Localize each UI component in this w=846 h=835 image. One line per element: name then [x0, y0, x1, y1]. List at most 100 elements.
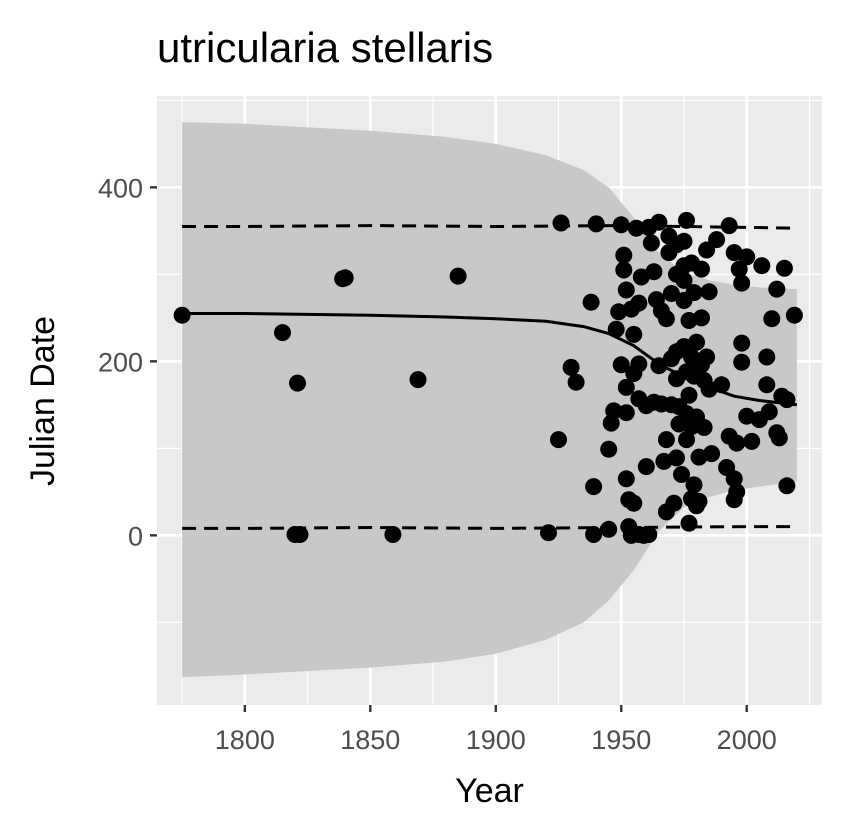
data-point: [785, 306, 803, 324]
y-tick-label: 0: [128, 521, 143, 551]
data-point: [675, 232, 693, 250]
data-point: [540, 524, 557, 542]
data-point: [680, 386, 698, 404]
data-point: [607, 320, 625, 338]
data-point: [738, 248, 756, 266]
data-point: [562, 358, 580, 376]
x-axis-title: Year: [455, 772, 524, 810]
data-point: [758, 376, 776, 394]
data-point: [665, 494, 683, 512]
data-point: [617, 404, 635, 422]
data-point: [763, 310, 781, 328]
data-point: [274, 324, 291, 342]
data-point: [617, 378, 635, 396]
data-point: [657, 431, 675, 449]
y-axis-title: Julian Date: [24, 316, 62, 486]
data-point: [336, 269, 354, 287]
data-point: [673, 466, 690, 483]
data-point: [713, 376, 731, 394]
data-point: [662, 285, 680, 302]
data-point: [733, 334, 751, 352]
data-point: [625, 325, 643, 343]
data-point: [650, 213, 668, 231]
data-point: [600, 520, 618, 538]
data-point: [449, 267, 467, 285]
data-point: [552, 214, 570, 232]
x-tick-label: 1950: [591, 725, 651, 755]
data-point: [384, 526, 402, 543]
data-point: [753, 257, 771, 275]
data-point: [690, 492, 708, 510]
x-tick-label: 2000: [717, 725, 777, 755]
data-point: [720, 217, 738, 235]
data-point: [585, 478, 603, 496]
y-axis: 0 200 400: [98, 173, 157, 551]
data-points: [173, 211, 803, 544]
data-point: [685, 284, 703, 302]
data-point: [680, 514, 698, 532]
data-point: [617, 281, 635, 299]
data-point: [758, 348, 776, 366]
data-point: [582, 293, 600, 311]
x-axis: 1800 1850 1900 1950 2000: [215, 705, 777, 755]
data-point: [645, 263, 663, 281]
data-point: [693, 260, 710, 278]
data-point: [695, 419, 713, 436]
data-point: [693, 309, 710, 327]
data-point: [642, 234, 660, 252]
data-point: [728, 434, 746, 452]
x-tick-label: 1900: [466, 725, 526, 755]
data-point: [587, 215, 605, 233]
data-point: [657, 310, 675, 328]
data-point: [678, 211, 695, 229]
data-point: [289, 374, 306, 392]
x-tick-label: 1850: [340, 725, 400, 755]
chart-title: utricularia stellaris: [157, 24, 493, 71]
data-point: [630, 294, 648, 312]
data-point: [688, 333, 705, 351]
data-point: [775, 259, 793, 277]
data-point: [725, 470, 743, 488]
data-point: [650, 357, 668, 375]
data-point: [678, 431, 695, 449]
y-tick-label: 400: [98, 173, 143, 203]
data-point: [627, 219, 645, 237]
data-point: [600, 440, 618, 458]
upper-dashed-line: [182, 224, 797, 230]
data-point: [760, 403, 778, 421]
fit-line: [182, 312, 798, 407]
data-point: [700, 283, 718, 301]
data-point: [733, 274, 751, 292]
data-point: [173, 306, 191, 324]
data-point: [567, 373, 585, 391]
data-point: [778, 477, 796, 495]
data-point: [778, 391, 796, 409]
data-point: [768, 280, 786, 298]
data-point: [612, 216, 630, 234]
data-point: [409, 371, 427, 389]
data-point: [730, 260, 748, 278]
data-point: [612, 356, 630, 374]
y-tick-label: 200: [98, 347, 143, 377]
data-point: [550, 431, 567, 449]
data-point: [770, 429, 788, 447]
data-point: [585, 526, 603, 543]
data-point: [733, 353, 751, 371]
data-point: [625, 494, 643, 512]
data-point: [630, 355, 648, 373]
data-point: [615, 246, 633, 264]
data-point: [708, 231, 726, 249]
data-point: [615, 261, 633, 279]
data-point: [617, 470, 635, 488]
data-point: [743, 432, 761, 450]
lower-dashed-line: [182, 525, 797, 530]
data-point: [698, 348, 716, 366]
data-point: [291, 526, 309, 543]
data-point: [728, 483, 746, 501]
data-point: [685, 476, 703, 494]
data-point: [640, 526, 658, 543]
x-tick-label: 1800: [215, 725, 275, 755]
data-point: [703, 445, 721, 463]
data-point: [668, 449, 685, 467]
